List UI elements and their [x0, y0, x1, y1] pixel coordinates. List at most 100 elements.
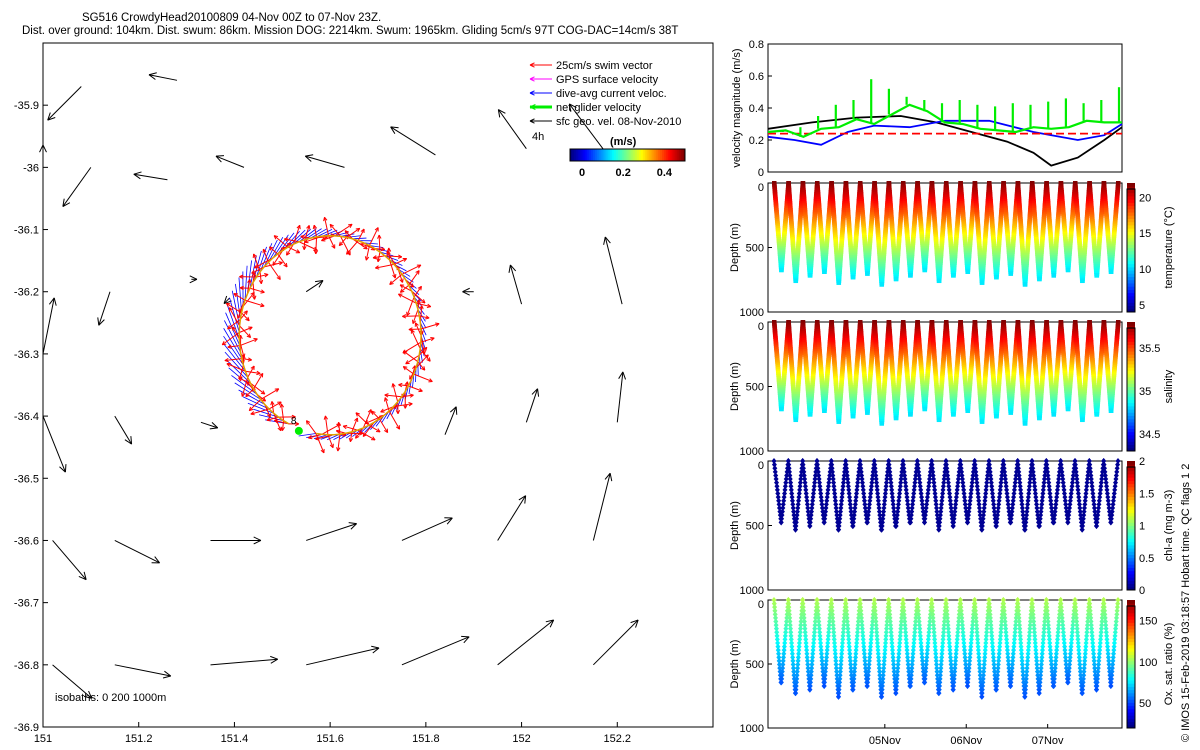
swim-vector: [233, 293, 246, 301]
swim-vector: [241, 312, 250, 322]
swim-vector: [268, 246, 279, 255]
colorbar-cell: [1127, 247, 1135, 252]
swim-vector: [377, 234, 382, 253]
colorbar-cell: [679, 149, 682, 161]
colorbar-cell: [675, 149, 678, 161]
y-tick-label: 0: [758, 167, 764, 179]
geo-velocity-arrow: [52, 540, 87, 581]
dac-vector: [223, 320, 241, 353]
y-axis-label: Depth (m): [729, 362, 741, 411]
x-tick-label: 151.2: [125, 733, 153, 745]
colorbar-cell: [593, 149, 596, 161]
profile-point: [1051, 273, 1057, 278]
colorbar-cell: [656, 149, 659, 161]
x-tick-label: 152: [512, 733, 530, 745]
colorbar-frame: [569, 148, 686, 162]
geo-velocity-arrow: [62, 167, 92, 208]
profile-point: [965, 269, 971, 274]
colorbar-cell: [681, 149, 684, 161]
y-tick-label: 0.2: [749, 135, 764, 147]
colorbar-cell: [1127, 286, 1135, 290]
swim-vector: [245, 370, 261, 376]
geo-velocity-arrow: [42, 415, 67, 473]
dac-vector: [234, 382, 261, 400]
swim-vector: [398, 293, 417, 304]
y-tick-label: 500: [746, 243, 764, 255]
start-label: 8: [291, 416, 297, 427]
colorbar-cell: [1127, 279, 1135, 284]
swim-vector: [355, 412, 370, 426]
swim-vector: [362, 409, 372, 429]
swim-vector: [413, 373, 433, 383]
colorbar-cell: [573, 149, 577, 161]
colorbar-cell: [591, 149, 594, 161]
swim-vector: [410, 329, 421, 349]
profile-point: [1108, 269, 1114, 274]
profile-point: [936, 278, 942, 284]
swim-vector: [378, 418, 389, 434]
swim-vector: [321, 235, 335, 242]
dac-vector: [226, 359, 251, 384]
profile-point: [994, 274, 999, 280]
profile-point: [865, 410, 870, 415]
isobaths-label: isobaths: 0 200 1000m: [55, 692, 166, 704]
colorbar-cell: [623, 149, 627, 161]
colorbar-cell: [619, 149, 623, 161]
swim-vector: [380, 406, 394, 413]
swim-vector: [239, 325, 252, 339]
swim-vector: [241, 377, 249, 397]
profile-point: [979, 419, 985, 424]
swim-vector: [287, 246, 301, 254]
profile-point: [807, 412, 813, 417]
colorbar-cell: [594, 149, 598, 161]
colorbar-cell: [1127, 273, 1135, 278]
swim-vector: [245, 388, 254, 398]
x-tick-label: 151.6: [316, 733, 344, 745]
legend-entry: net glider velocity: [529, 102, 641, 114]
x-tick-label: 151.4: [221, 733, 249, 745]
colorbar-cell: [606, 149, 609, 161]
colorbar-cell: [600, 149, 604, 161]
profile-point: [893, 415, 899, 421]
dac-vector: [298, 433, 316, 437]
swim-vector: [364, 245, 370, 261]
swim-vector: [308, 433, 323, 440]
profile-point: [779, 406, 784, 412]
profile-point: [836, 280, 842, 285]
profile-point: [1037, 276, 1042, 282]
colorbar-cell: [1127, 299, 1135, 303]
profile-point: [836, 419, 842, 424]
profile-point: [965, 408, 971, 413]
swim-vector: [305, 420, 317, 434]
swim-vector: [408, 385, 423, 393]
swim-vector: [252, 253, 261, 273]
swim-vector: [312, 224, 318, 237]
colorbar-cell: [1127, 260, 1135, 265]
y-axis-label: Depth (m): [729, 223, 741, 272]
dac-vector: [244, 265, 248, 301]
swim-vector: [346, 240, 359, 255]
colorbar-cell: [1127, 305, 1135, 310]
colorbar-frame: [1126, 188, 1136, 313]
colorbar-tick: 5: [1139, 300, 1145, 312]
colorbar-cell: [667, 149, 671, 161]
swim-vector: [411, 290, 426, 304]
dac-vector: [231, 290, 241, 326]
colorbar-cell: [598, 149, 602, 161]
colorbar-cell: [1127, 183, 1135, 187]
profile-point: [951, 412, 956, 417]
swim-vector: [389, 273, 403, 285]
dac-vector: [258, 414, 284, 422]
colorbar-cell: [1127, 302, 1135, 307]
dac-vector: [223, 328, 243, 359]
swim-vector: [414, 322, 422, 336]
geo-velocity-arrow: [525, 388, 540, 423]
y-tick-label: 0.6: [749, 71, 764, 83]
geo-velocity-arrow: [39, 144, 47, 168]
colorbar-cell: [579, 149, 582, 161]
colorbar-cell: [652, 149, 655, 161]
glider-track: [238, 235, 422, 436]
colorbar-cell: [677, 149, 680, 161]
geo-velocity-arrow: [401, 635, 470, 666]
swim-vector: [227, 344, 240, 349]
